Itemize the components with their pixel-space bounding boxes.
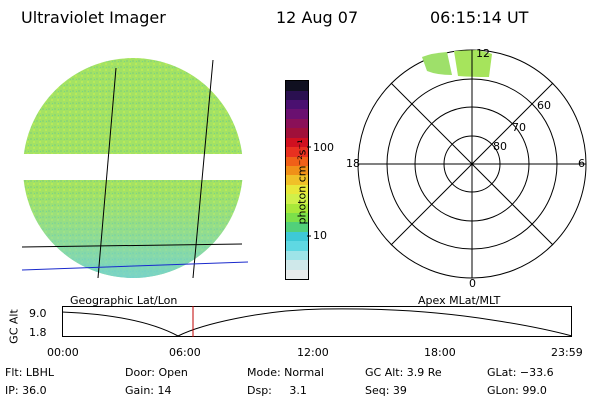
- mlt-label-12: 12: [476, 47, 490, 60]
- mlt-label-18: 18: [346, 157, 360, 170]
- colorbar-swatch: [286, 156, 308, 166]
- colorbar-swatch: [286, 269, 308, 279]
- altitude-xtick-4: 23:59: [551, 346, 583, 359]
- mlat-label-70: 70: [512, 121, 526, 134]
- info-seq: Seq: 39: [365, 384, 407, 397]
- colorbar-ticks: [307, 146, 311, 237]
- colorbar-swatch: [286, 203, 308, 214]
- altitude-plot: [61, 306, 573, 337]
- altitude-xtick-1: 06:00: [169, 346, 201, 359]
- colorbar-swatch: [286, 241, 308, 251]
- colorbar-swatch: [286, 213, 308, 223]
- info-glat: GLat: −33.6: [487, 366, 554, 379]
- colorbar-swatch: [286, 99, 308, 110]
- altitude-xtick-3: 18:00: [424, 346, 456, 359]
- geographic-image: [21, 58, 249, 279]
- colorbar-tick-10: 10: [313, 229, 327, 242]
- colorbar-swatch: [286, 250, 308, 261]
- info-door: Door: Open: [125, 366, 188, 379]
- colorbar-swatch: [286, 222, 308, 232]
- colorbar-swatch: [286, 81, 308, 91]
- colorbar-swatch: [286, 137, 308, 148]
- colorbar-swatch: [286, 260, 308, 270]
- colorbar-swatch: [286, 165, 308, 176]
- colorbar-swatch: [286, 128, 308, 138]
- altitude-ytick-top: 9.0: [29, 307, 47, 320]
- colorbar-swatch: [286, 147, 308, 157]
- info-gain: Gain: 14: [125, 384, 172, 397]
- polar-plot: [357, 49, 587, 279]
- time-label: 06:15:14 UT: [430, 8, 529, 27]
- geographic-caption: Geographic Lat/Lon: [70, 294, 178, 307]
- mlt-label-6: 6: [578, 157, 585, 170]
- apex-caption: Apex MLat/MLT: [418, 294, 501, 307]
- info-ip: IP: 36.0: [5, 384, 47, 397]
- instrument-title: Ultraviolet Imager: [21, 8, 166, 27]
- colorbar: [285, 80, 309, 280]
- colorbar-swatch: [286, 184, 308, 195]
- colorbar-swatch: [286, 231, 308, 242]
- mlt-label-0: 0: [469, 277, 476, 290]
- info-glon: GLon: 99.0: [487, 384, 547, 397]
- colorbar-swatch: [286, 175, 308, 185]
- colorbar-swatch: [286, 109, 308, 119]
- colorbar-swatch: [286, 194, 308, 204]
- colorbar-tick-100: 100: [313, 141, 334, 154]
- altitude-xtick-0: 00:00: [47, 346, 79, 359]
- altitude-ylabel: GC Alt: [7, 309, 21, 344]
- colorbar-swatch: [286, 118, 308, 129]
- mlat-label-60: 60: [537, 99, 551, 112]
- mlat-label-80: 80: [493, 140, 507, 153]
- colorbar-unit-label: photon cm⁻²s⁻¹: [295, 139, 309, 225]
- date-label: 12 Aug 07: [276, 8, 359, 27]
- colorbar-swatch: [286, 90, 308, 100]
- info-flt: Flt: LBHL: [5, 366, 54, 379]
- info-gc-alt: GC Alt: 3.9 Re: [365, 366, 442, 379]
- altitude-ytick-bottom: 1.8: [29, 326, 47, 339]
- altitude-xtick-2: 12:00: [297, 346, 329, 359]
- info-mode: Mode: Normal: [247, 366, 324, 379]
- info-dsp: Dsp: 3.1: [247, 384, 307, 397]
